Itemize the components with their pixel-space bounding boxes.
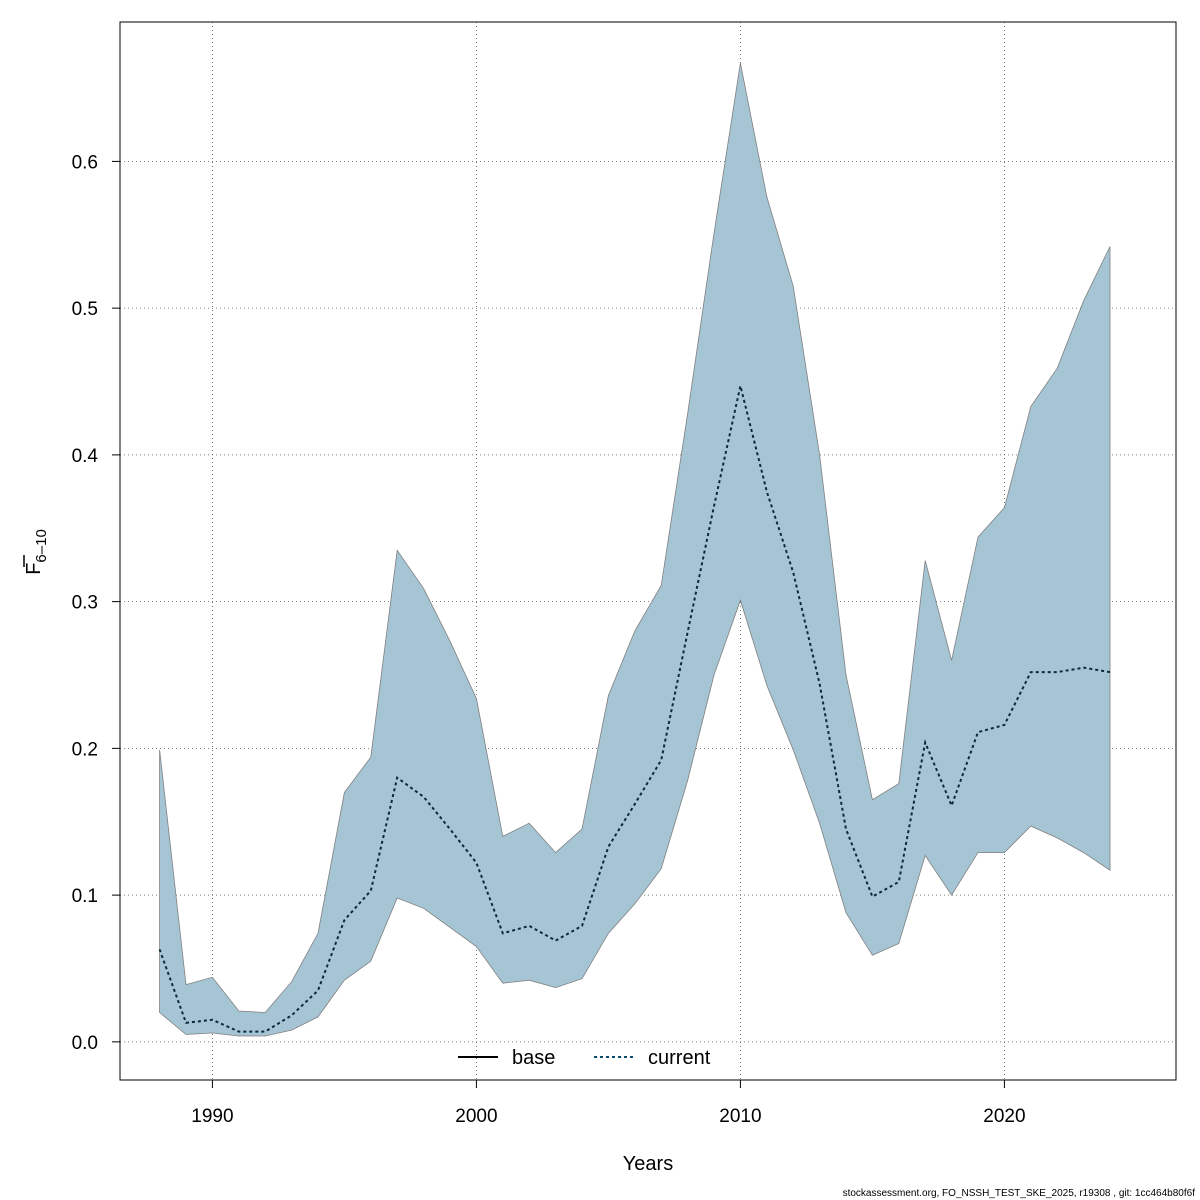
footer-note: stockassessment.org, FO_NSSH_TEST_SKE_20… — [843, 1188, 1196, 1199]
y-axis-title-subscript: 6–10 — [33, 529, 50, 562]
x-axis-title: Years — [623, 1153, 673, 1175]
x-axis: 1990 2000 2010 2020 — [191, 1079, 1026, 1127]
confidence-band — [159, 63, 1111, 1037]
legend: base current — [458, 1047, 711, 1069]
y-tick-label-6: 0.6 — [72, 152, 98, 173]
x-tick-label-2010: 2010 — [719, 1106, 761, 1127]
y-axis-title-main: F — [23, 563, 45, 575]
x-tick-label-1990: 1990 — [191, 1106, 233, 1127]
y-tick-label-4: 0.4 — [72, 446, 99, 467]
y-tick-label-5: 0.5 — [72, 299, 98, 320]
legend-label-base: base — [512, 1047, 555, 1069]
y-tick-label-0: 0.0 — [72, 1033, 98, 1054]
series-line-current — [158, 385, 1111, 1033]
y-axis-title: F6–10 — [23, 529, 50, 575]
legend-label-current: current — [648, 1047, 711, 1069]
y-axis: 0.0 0.1 0.2 0.3 0.4 0.5 0.6 — [72, 152, 121, 1054]
y-tick-label-2: 0.2 — [72, 739, 98, 760]
x-tick-label-2020: 2020 — [983, 1106, 1025, 1127]
x-tick-label-2000: 2000 — [455, 1106, 497, 1127]
y-tick-label-3: 0.3 — [72, 593, 98, 614]
svg-text:F6–10: F6–10 — [23, 529, 50, 575]
y-tick-label-1: 0.1 — [72, 886, 98, 907]
